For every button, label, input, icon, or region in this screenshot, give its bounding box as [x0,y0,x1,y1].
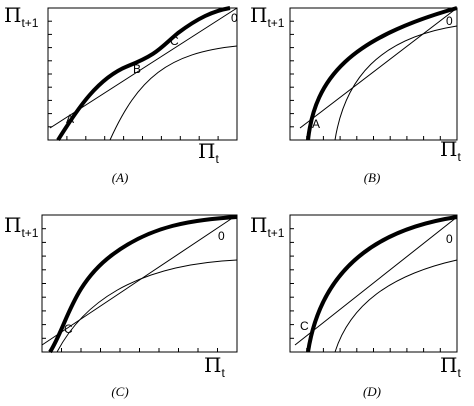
diagonal-line [294,216,458,346]
thick-curve [56,6,231,142]
thin-curve [56,259,238,353]
x-label-sub: t [457,150,461,164]
y-label-sub: t+1 [21,226,38,240]
panel: A0 [289,6,458,141]
panel-caption: (B) [364,170,381,185]
point-label: C [170,34,179,48]
point-label: C [64,322,73,336]
y-axis-label: Πt+1 [4,213,39,240]
x-label-main: Π [198,139,215,163]
x-label-sub: t [457,366,461,380]
thick-curve [306,6,458,141]
panel: C0 [289,214,458,353]
y-label-sub: t+1 [267,226,284,240]
x-label-main: Π [440,353,457,377]
point-label: 0 [446,14,453,28]
panel-caption: (C) [111,384,128,399]
y-axis-label: Πt+1 [250,3,285,30]
thin-curve [334,259,458,353]
y-label-main: Π [4,3,21,27]
y-axis-label: Πt+1 [4,3,39,30]
y-label-main: Π [4,213,21,237]
x-label-main: Π [440,137,457,161]
plot-frame [47,7,238,141]
x-label-sub: t [215,152,219,166]
panel: C0 [41,214,238,354]
thin-curve [109,45,238,141]
x-axis-label: Πt [204,353,225,380]
diagonal-line [299,7,458,129]
x-axis-label: Πt [198,139,219,166]
y-label-main: Π [250,3,267,27]
thick-curve [306,215,458,353]
thick-curve [48,215,238,354]
point-label: A [312,117,320,131]
point-label: 0 [446,232,453,246]
point-label: B [133,62,141,76]
panel: A B C 0 [47,6,238,142]
panel-caption: (A) [112,170,129,185]
panel-caption: (D) [363,384,381,399]
point-label: A [66,112,74,126]
thin-curve [334,25,458,141]
x-axis-label: Πt [440,137,461,164]
y-label-sub: t+1 [267,16,284,30]
x-label-main: Π [204,353,221,377]
point-label: 0 [218,229,225,243]
y-axis-label: Πt+1 [250,213,285,240]
y-label-sub: t+1 [21,16,38,30]
diagonal-line [41,214,238,346]
point-label: C [300,319,309,333]
x-axis-label: Πt [440,353,461,380]
y-label-main: Π [250,213,267,237]
point-label: 0 [231,11,238,25]
x-label-sub: t [221,366,225,380]
